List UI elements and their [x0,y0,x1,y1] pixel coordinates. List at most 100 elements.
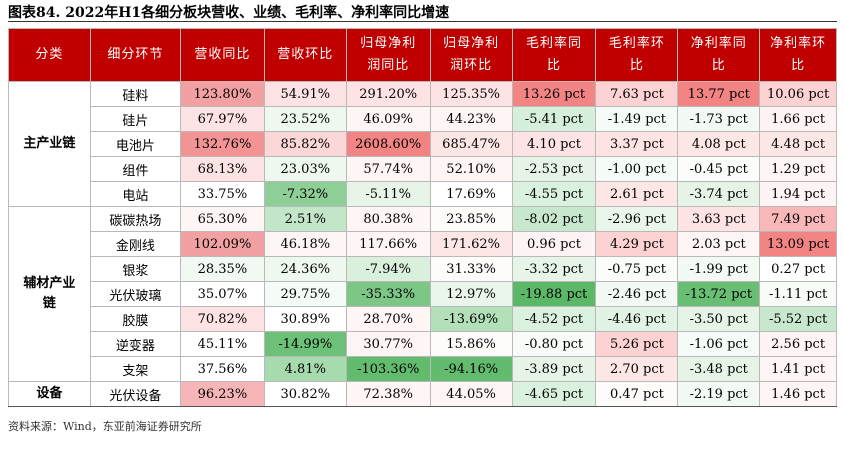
value-cell: -7.32% [263,181,347,207]
value-cell: -0.75 pct [595,256,679,282]
column-header: 毛利率环比 [595,28,679,82]
value-cell: 7.63 pct [595,81,679,107]
segment-name-cell: 光伏玻璃 [89,281,181,307]
value-cell: -4.52 pct [511,306,597,332]
value-cell: 13.26 pct [511,81,597,107]
value-cell: -3.48 pct [677,356,761,382]
value-cell: 1.66 pct [759,106,837,132]
value-cell: 3.37 pct [595,131,679,157]
value-cell: 15.86% [429,331,513,357]
segment-name-cell: 电站 [89,181,181,207]
value-cell: 2.70 pct [595,356,679,382]
value-cell: 1.29 pct [759,156,837,182]
value-cell: -3.32 pct [511,256,597,282]
value-cell: -2.53 pct [511,156,597,182]
value-cell: -94.16% [429,356,513,382]
value-cell: 3.63 pct [677,206,761,232]
value-cell: 54.91% [263,81,347,107]
value-cell: -103.36% [345,356,431,382]
value-cell: 2.51% [263,206,347,232]
value-cell: 68.13% [179,156,265,182]
column-header: 归母净利 润同比 [345,28,431,82]
column-header: 净利率环比 [759,28,837,82]
value-cell: 117.66% [345,231,431,257]
value-cell: 13.09 pct [759,231,837,257]
value-cell: 4.29 pct [595,231,679,257]
value-cell: 17.69% [429,181,513,207]
value-cell: 29.75% [263,281,347,307]
value-cell: -4.55 pct [511,181,597,207]
value-cell: 2608.60% [345,131,431,157]
value-cell: 5.26 pct [595,331,679,357]
value-cell: -5.52 pct [759,306,837,332]
segment-name-cell: 硅片 [89,106,181,132]
table-row: 光伏玻璃 35.07% 29.75% -35.33% 12.97% -19.88 pct -… [9,281,837,307]
value-cell: -5.41 pct [511,106,597,132]
value-cell: 4.48 pct [759,131,837,157]
value-cell: 0.27 pct [759,256,837,282]
value-cell: 7.49 pct [759,206,837,232]
value-cell: 10.06 pct [759,81,837,107]
value-cell: -2.46 pct [595,281,679,307]
value-cell: -1.00 pct [595,156,679,182]
value-cell: -4.46 pct [595,306,679,332]
value-cell: -13.72 pct [677,281,761,307]
value-cell: -5.11% [345,181,431,207]
value-cell: 46.18% [263,231,347,257]
value-cell: 96.23% [179,381,265,407]
value-cell: 24.36% [263,256,347,282]
value-cell: -7.94% [345,256,431,282]
value-cell: 28.70% [345,306,431,332]
value-cell: -19.88 pct [511,281,597,307]
column-header: 毛利率同比 [511,28,597,82]
value-cell: -1.99 pct [677,256,761,282]
title-divider [8,21,837,22]
category-cell: 主产业链 [8,81,91,207]
value-cell: -35.33% [345,281,431,307]
table-body: 主产业链 硅料 123.80% 54.91% 291.20% 125.35% 13.26 p… [8,81,837,407]
table-row: 支架 37.56% 4.81% -103.36% -94.16% -3.89 pct 2.7… [9,356,837,382]
value-cell: -3.89 pct [511,356,597,382]
value-cell: 171.62% [429,231,513,257]
value-cell: 67.97% [179,106,265,132]
value-cell: 4.81% [263,356,347,382]
category-cell: 辅材产业链 [8,206,91,382]
value-cell: 52.10% [429,156,513,182]
value-cell: 125.35% [429,81,513,107]
value-cell: 685.47% [429,131,513,157]
growth-table: 分类 细分环节 营收同比 营收环比 归母净利 润同比 归母净利 润环比 毛利率同比毛利率环比净利… [8,28,837,407]
table-row: 电站 33.75% -7.32% -5.11% 17.69% -4.55 pct 2.61 … [9,181,837,207]
value-cell: 28.35% [179,256,265,282]
value-cell: 132.76% [179,131,265,157]
segment-name-cell: 光伏设备 [89,381,181,407]
value-cell: 57.74% [345,156,431,182]
value-cell: 46.09% [345,106,431,132]
value-cell: -4.65 pct [511,381,597,407]
source-note: 资料来源：Wind，东亚前海证券研究所 [8,420,202,433]
value-cell: -0.80 pct [511,331,597,357]
segment-name-cell: 组件 [89,156,181,182]
value-cell: 37.56% [179,356,265,382]
value-cell: 30.77% [345,331,431,357]
value-cell: -14.99% [263,331,347,357]
value-cell: 45.11% [179,331,265,357]
table-row: 组件 68.13% 23.03% 57.74% 52.10% -2.53 pct -1.00… [9,156,837,182]
value-cell: -13.69% [429,306,513,332]
value-cell: 23.85% [429,206,513,232]
segment-name-cell: 支架 [89,356,181,382]
value-cell: -2.96 pct [595,206,679,232]
value-cell: 123.80% [179,81,265,107]
value-cell: 44.05% [429,381,513,407]
value-cell: 31.33% [429,256,513,282]
value-cell: 0.96 pct [511,231,597,257]
value-cell: 23.03% [263,156,347,182]
table-row: 主产业链 硅料 123.80% 54.91% 291.20% 125.35% 13.26 p… [8,81,837,207]
value-cell: 4.10 pct [511,131,597,157]
value-cell: 13.77 pct [677,81,761,107]
value-cell: -3.50 pct [677,306,761,332]
value-cell: 23.52% [263,106,347,132]
value-cell: -1.06 pct [677,331,761,357]
segment-name-cell: 银浆 [89,256,181,282]
value-cell: 102.09% [179,231,265,257]
value-cell: 1.41 pct [759,356,837,382]
